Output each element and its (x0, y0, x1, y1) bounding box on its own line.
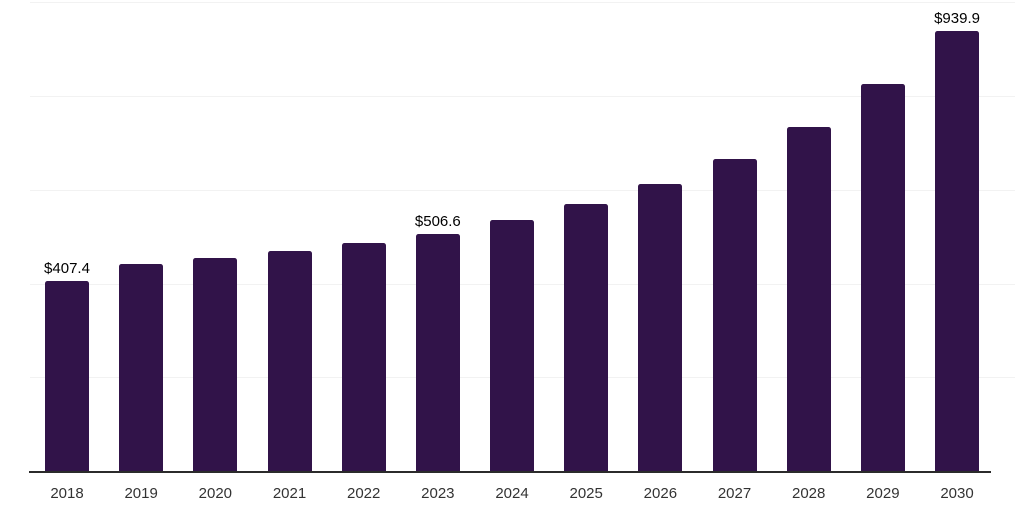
x-tick-label-2027: 2027 (717, 484, 752, 502)
bar-2024 (490, 219, 535, 472)
x-tick-label-2021: 2021 (272, 484, 307, 502)
x-tick-label-2022: 2022 (346, 484, 381, 502)
x-tick-label-2025: 2025 (569, 484, 603, 502)
bar-2029 (860, 84, 905, 472)
data-label-2023: $506.6 (414, 213, 461, 231)
bar-2020 (193, 257, 238, 472)
x-tick-label-2028: 2028 (792, 484, 826, 502)
x-tick-label-2018: 2018 (50, 484, 84, 502)
bar-2019 (119, 264, 164, 472)
x-tick-label-2026: 2026 (643, 484, 678, 502)
x-tick-label-2019: 2019 (124, 484, 158, 502)
bar-2022 (341, 243, 386, 472)
x-tick-label-2024: 2024 (495, 484, 529, 502)
bar-2018 (45, 280, 89, 472)
gridline (30, 96, 1015, 98)
gridline (30, 189, 1015, 191)
bar-2030 (935, 31, 980, 472)
gridline (30, 2, 1015, 4)
x-tick-label-2020: 2020 (198, 484, 233, 502)
bar-2023 (415, 234, 460, 472)
data-label-2030: $939.9 (934, 10, 980, 28)
x-axis-line (29, 471, 991, 473)
bar-2021 (267, 251, 312, 472)
bar-2027 (712, 158, 757, 472)
bar-2028 (786, 126, 831, 472)
data-label-2018: $407.4 (44, 259, 90, 277)
x-tick-label-2023: 2023 (421, 484, 455, 502)
bar-2026 (638, 183, 683, 472)
bar-2025 (564, 204, 609, 472)
x-tick-label-2029: 2029 (866, 484, 900, 502)
x-tick-label-2030: 2030 (940, 484, 974, 502)
